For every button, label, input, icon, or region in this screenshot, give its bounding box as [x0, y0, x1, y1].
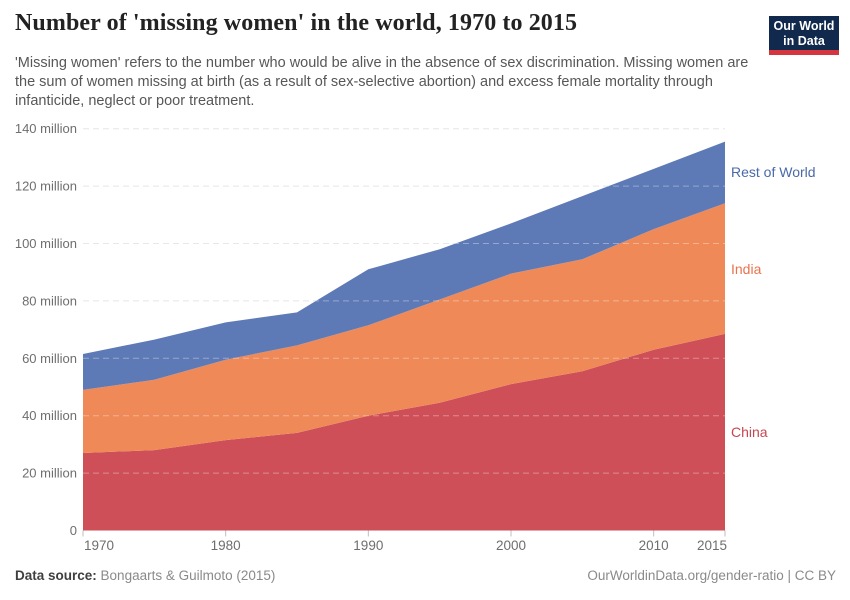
svg-text:2010: 2010: [639, 538, 669, 553]
series-label-rest-of-world: Rest of World: [731, 164, 816, 180]
svg-text:40 million: 40 million: [22, 408, 77, 423]
svg-text:20 million: 20 million: [22, 466, 77, 481]
footer-license-link[interactable]: OurWorldinData.org/gender-ratio | CC BY: [587, 568, 836, 583]
series-label-china: China: [731, 424, 768, 440]
svg-text:1970: 1970: [84, 538, 114, 553]
svg-text:140 million: 140 million: [15, 121, 77, 136]
footer-datasource: Data source: Bongaarts & Guilmoto (2015): [15, 568, 275, 583]
chart-title: Number of 'missing women' in the world, …: [15, 10, 578, 36]
owid-logo-line1: Our World: [773, 19, 835, 33]
datasource-label: Data source:: [15, 568, 97, 583]
svg-text:2000: 2000: [496, 538, 526, 553]
datasource-value: Bongaarts & Guilmoto (2015): [100, 568, 276, 583]
svg-text:60 million: 60 million: [22, 351, 77, 366]
svg-text:80 million: 80 million: [22, 293, 77, 308]
chart-subtitle: 'Missing women' refers to the number who…: [15, 55, 749, 109]
svg-text:0: 0: [70, 523, 77, 538]
svg-text:2015: 2015: [697, 538, 727, 553]
svg-text:1990: 1990: [353, 538, 383, 553]
svg-text:1980: 1980: [211, 538, 241, 553]
series-label-india: India: [731, 261, 762, 277]
svg-text:120 million: 120 million: [15, 179, 77, 194]
owid-logo-line2: in Data: [783, 33, 825, 48]
owid-logo: Our World in Data: [769, 16, 839, 55]
svg-text:100 million: 100 million: [15, 236, 77, 251]
